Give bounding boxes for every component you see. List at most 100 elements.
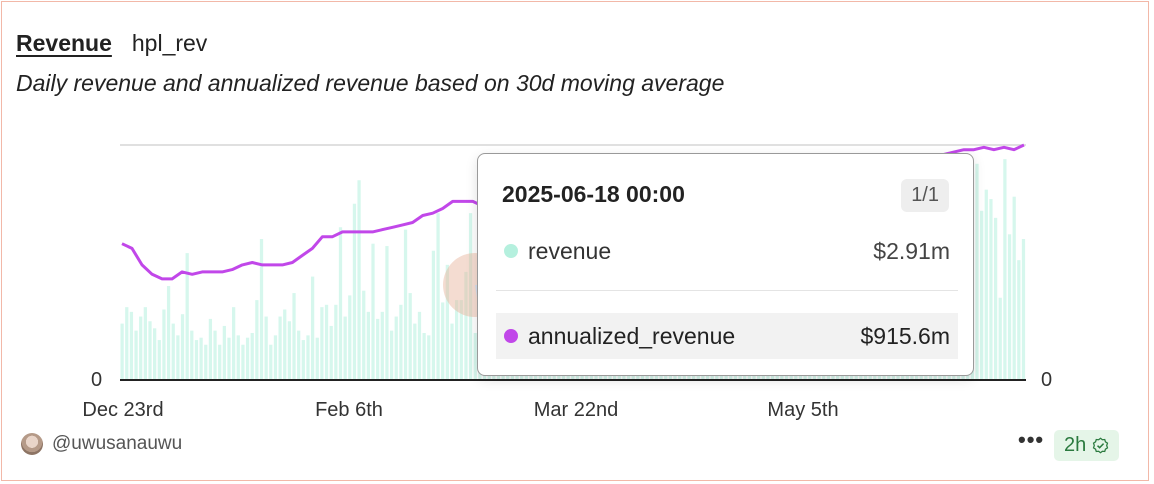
x-tick-may-5: May 5th [767, 399, 838, 421]
revenue-bar [334, 304, 338, 380]
annualized-revenue-swatch [504, 329, 518, 343]
revenue-bar [171, 323, 175, 380]
revenue-bar [329, 325, 333, 380]
revenue-bar [148, 321, 152, 380]
revenue-bar [120, 323, 124, 380]
revenue-bar [455, 300, 459, 380]
revenue-bar [417, 311, 422, 380]
tooltip-date: 2025-06-18 00:00 [502, 181, 685, 207]
revenue-bar [218, 344, 222, 380]
tooltip-label: revenue [528, 237, 612, 264]
x-tick-dec-23: Dec 23rd [82, 399, 163, 421]
revenue-bar [157, 340, 161, 380]
revenue-bar [989, 199, 993, 380]
revenue-bar [162, 309, 166, 380]
revenue-bar [176, 335, 180, 380]
revenue-bar [459, 300, 463, 380]
chart-subtitle: Daily revenue and annualized revenue bas… [16, 70, 725, 96]
tooltip-value: $2.91m [873, 237, 950, 264]
revenue-bar [371, 243, 375, 380]
revenue-bar [422, 333, 426, 380]
revenue-bar [185, 253, 189, 380]
revenue-bar [1003, 159, 1007, 380]
revenue-bar [232, 307, 236, 380]
revenue-bar [241, 344, 245, 380]
title-row: Revenue hpl_rev [16, 30, 207, 60]
revenue-bar [984, 189, 988, 380]
revenue-bar [362, 290, 366, 380]
revenue-bar [199, 337, 203, 380]
freshness-badge[interactable]: 2h [1054, 430, 1120, 461]
revenue-bar [287, 321, 292, 380]
revenue-bar [998, 297, 1002, 380]
more-options-button[interactable]: ••• [1018, 427, 1045, 452]
revenue-bar [306, 335, 310, 380]
revenue-bar [129, 311, 134, 380]
tooltip-label: annualized_revenue [528, 322, 736, 349]
revenue-bar [283, 309, 287, 380]
avatar[interactable] [21, 433, 43, 455]
revenue-bar [180, 314, 185, 380]
revenue-bar [320, 307, 324, 380]
revenue-bar [278, 316, 282, 380]
age-text: 2h [1064, 434, 1087, 456]
revenue-bar [338, 227, 343, 380]
revenue-bar [441, 302, 445, 380]
revenue-bar [259, 239, 264, 380]
revenue-bar [153, 328, 157, 380]
revenue-bar [385, 246, 389, 380]
revenue-bar [464, 271, 468, 380]
revenue-bar [315, 337, 319, 380]
revenue-bar [236, 335, 240, 380]
revenue-bar [194, 340, 199, 380]
revenue-bar [1017, 260, 1021, 380]
y-left-tick: 0 [91, 369, 102, 391]
revenue-bar [264, 316, 268, 380]
revenue-bar [450, 323, 454, 380]
tooltip-divider [496, 290, 958, 291]
revenue-bar [204, 344, 208, 380]
author[interactable]: @uwusanauwu [21, 433, 182, 455]
tooltip-page-indicator: 1/1 [901, 179, 949, 212]
revenue-bar [301, 340, 305, 380]
revenue-bar [343, 316, 347, 380]
revenue-bar [273, 335, 278, 380]
revenue-bar [208, 318, 213, 380]
revenue-bar [125, 307, 129, 380]
author-username[interactable]: @uwusanauwu [52, 433, 183, 454]
revenue-bar [445, 264, 449, 380]
revenue-bar [222, 325, 226, 380]
revenue-bar [310, 276, 315, 380]
chart-title-link[interactable]: Revenue [16, 30, 112, 56]
y-right-tick: 0 [1041, 369, 1052, 391]
revenue-bar [1012, 196, 1016, 380]
revenue-bar [975, 163, 979, 380]
revenue-bar [250, 333, 254, 380]
revenue-bar [389, 330, 394, 380]
revenue-bar [408, 293, 412, 380]
tooltip-value: $915.6m [860, 322, 950, 349]
revenue-bar [394, 316, 398, 380]
revenue-bar [980, 210, 984, 380]
revenue-bar [431, 250, 436, 380]
revenue-bar [348, 295, 352, 380]
revenue-bar [427, 335, 431, 380]
revenue-bar [227, 337, 231, 380]
revenue-bar [366, 311, 370, 380]
revenue-bar [245, 337, 250, 380]
tooltip-row-revenue: revenue $2.91m [496, 228, 958, 274]
revenue-bar [357, 180, 361, 380]
revenue-swatch [504, 244, 518, 258]
revenue-bar [166, 286, 171, 380]
verified-check-icon [1093, 437, 1109, 454]
revenue-bar [255, 300, 259, 380]
revenue-bar [436, 213, 440, 380]
revenue-bar [413, 323, 417, 380]
revenue-bar [403, 229, 408, 380]
revenue-bar [468, 213, 473, 380]
revenue-bar [399, 304, 403, 380]
chart-tooltip: 2025-06-18 00:00 1/1 revenue $2.91m annu… [477, 153, 974, 376]
revenue-bar [473, 333, 477, 380]
revenue-bar [1007, 234, 1012, 380]
revenue-bar [134, 330, 138, 380]
